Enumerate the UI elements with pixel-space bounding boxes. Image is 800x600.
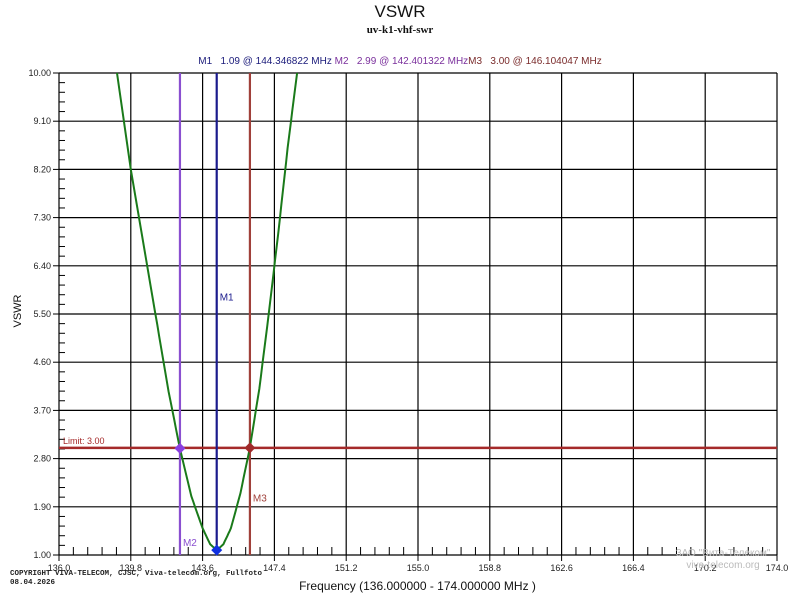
marker-readout-m3: M3 3.00 @ 146.104047 MHz — [468, 56, 602, 67]
marker-lines: M1 M2 M3 — [178, 73, 267, 555]
marker-diamond-m1[interactable] — [211, 544, 223, 556]
marker-readout: M1 1.09 @ 144.346822 MHz M2 2.99 @ 142.4… — [0, 56, 800, 67]
watermark: ЗАО "Вита-Телеком" viva-telecom.org — [668, 548, 778, 572]
x-tick-label: 136.0 — [48, 563, 71, 573]
y-tick-label: 4.60 — [33, 357, 51, 367]
x-tick-label: 162.6 — [550, 563, 573, 573]
x-tick-label: 170.2 — [694, 563, 717, 573]
y-axis-ticks: 1.00 1.90 2.80 3.70 4.60 5.50 6.40 7.30 8.20 9.10… — [28, 68, 65, 560]
y-tick-label: 10.00 — [28, 68, 51, 78]
y-tick-label: 5.50 — [33, 309, 51, 319]
x-tick-label: 166.4 — [622, 563, 645, 573]
x-axis-ticks: 136.0 139.8 143.6 147.4 151.2 155.0 158.8 162.6… — [48, 547, 789, 573]
x-tick-label: 151.2 — [335, 563, 358, 573]
chart-subtitle: uv-k1-vhf-swr — [366, 24, 434, 36]
x-tick-label: 143.6 — [191, 563, 214, 573]
copyright-text: COPYRIGHT VIVA-TELECOM, CJSC, Viva-telec… — [10, 570, 262, 588]
y-tick-label: 8.20 — [33, 164, 51, 174]
x-axis-label: Frequency (136.000000 - 174.000000 MHz ) — [299, 579, 536, 593]
watermark-url: viva-telecom.org — [686, 560, 760, 571]
y-tick-label: 3.70 — [33, 405, 51, 415]
y-tick-label: 7.30 — [33, 213, 51, 223]
marker-readout-m1: M1 1.09 @ 144.346822 MHz — [198, 56, 335, 67]
watermark-company: ЗАО "Вита-Телеком" — [675, 548, 771, 559]
vswr-curve — [116, 72, 299, 552]
x-tick-label: 147.4 — [263, 563, 286, 573]
y-axis-label: VSWR — [12, 294, 24, 328]
plot-grid — [58, 72, 778, 556]
x-tick-label: 158.8 — [479, 563, 502, 573]
y-tick-label: 2.80 — [33, 454, 51, 464]
marker-diamond-m3[interactable] — [244, 442, 256, 454]
marker-label-m3: M3 — [253, 493, 267, 504]
marker-readout-m2: M2 2.99 @ 142.401322 MHz — [334, 56, 469, 67]
marker-label-m1: M1 — [220, 293, 234, 304]
y-tick-label: 6.40 — [33, 261, 51, 271]
chart-title: VSWR — [374, 2, 426, 21]
y-tick-label: 1.90 — [33, 502, 51, 512]
x-tick-label: 155.0 — [407, 563, 430, 573]
x-tick-label: 139.8 — [120, 563, 143, 573]
marker-label-m2: M2 — [183, 538, 197, 549]
marker-diamond-m2[interactable] — [174, 442, 186, 454]
copyright-line: COPYRIGHT VIVA-TELECOM, CJSC, Viva-telec… — [10, 570, 263, 578]
x-tick-label: 174.0 — [766, 563, 789, 573]
y-tick-label: 9.10 — [33, 116, 51, 126]
copyright-date: 08.04.2026 — [10, 579, 56, 587]
limit-label: Limit: 3.00 — [63, 436, 105, 446]
marker-diamonds — [174, 442, 256, 556]
y-tick-label: 1.00 — [33, 550, 51, 560]
